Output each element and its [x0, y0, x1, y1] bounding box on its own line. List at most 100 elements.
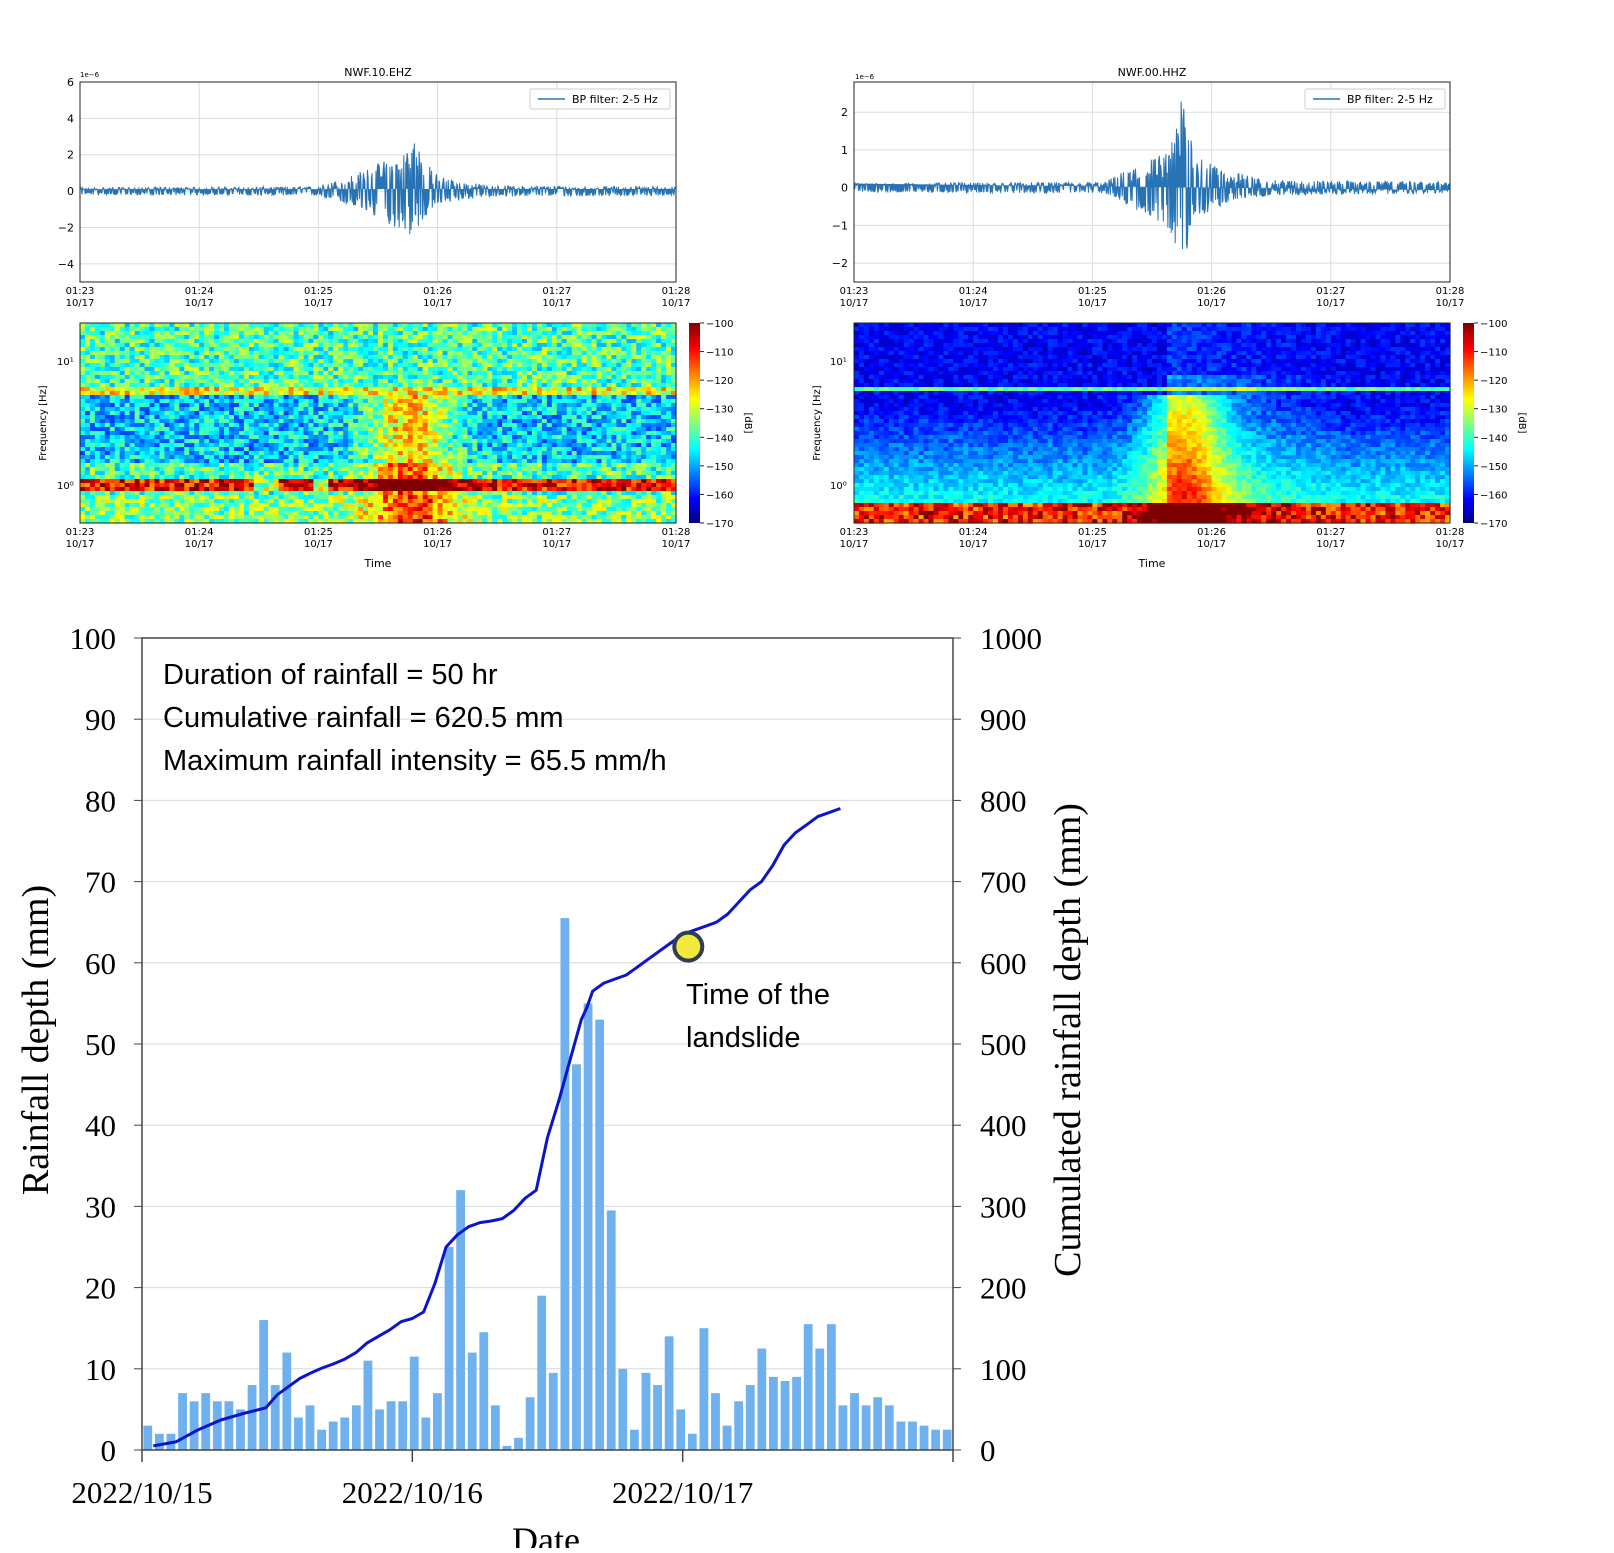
spectrogram-cell: [120, 515, 126, 520]
spectrogram-cell: [408, 439, 414, 444]
y-tick-label: 2: [67, 149, 74, 162]
spectrogram-cell: [363, 387, 369, 392]
spectrogram-cell: [299, 411, 305, 416]
spectrogram-cell: [209, 407, 215, 412]
spectrogram-cell: [169, 335, 175, 340]
spectrogram-cell: [373, 471, 379, 476]
spectrogram-cell: [353, 447, 359, 452]
spectrogram-cell: [264, 471, 270, 476]
spectrogram-cell: [214, 363, 220, 368]
spectrogram-cell: [184, 323, 190, 328]
spectrogram-cell: [194, 459, 200, 464]
spectrogram-cell: [502, 507, 508, 512]
spectrogram-cell: [239, 491, 245, 496]
spectrogram-cell: [557, 491, 563, 496]
spectrogram-cell: [507, 359, 513, 364]
spectrogram-cell: [368, 507, 374, 512]
spectrogram-cell: [125, 391, 131, 396]
spectrogram-cell: [169, 339, 175, 344]
spectrogram-cell: [363, 503, 369, 508]
spectrogram-cell: [507, 355, 513, 360]
spectrogram-cell: [169, 431, 175, 436]
spectrogram-cell: [115, 499, 121, 504]
spectrogram-cell: [249, 503, 255, 508]
spectrogram-cell: [199, 471, 205, 476]
spectrogram-cell: [358, 347, 364, 352]
spectrogram-cell: [457, 447, 463, 452]
spectrogram-cell: [448, 503, 454, 508]
spectrogram-cell: [552, 487, 558, 492]
spectrogram-cell: [522, 471, 528, 476]
spectrogram-cell: [135, 471, 141, 476]
spectrogram-cell: [120, 495, 126, 500]
spectrogram-cell: [120, 395, 126, 400]
spectrogram-cell: [378, 459, 384, 464]
spectrogram-cell: [179, 467, 185, 472]
spectrogram-cell: [264, 327, 270, 332]
spectrogram-cell: [542, 351, 548, 356]
spectrogram-cell: [289, 411, 295, 416]
spectrogram-cell: [308, 463, 314, 468]
spectrogram-cell: [204, 351, 210, 356]
spectrogram-cell: [562, 331, 568, 336]
spectrogram-cell: [338, 427, 344, 432]
spectrogram-cell: [527, 435, 533, 440]
spectrogram-cell: [547, 511, 553, 516]
spectrogram-cell: [189, 367, 195, 372]
spectrogram-cell: [448, 447, 454, 452]
spectrogram-cell: [150, 339, 156, 344]
spectrogram-cell: [373, 351, 379, 356]
spectrogram-cell: [299, 475, 305, 480]
spectrogram-cell: [477, 463, 483, 468]
spectrogram-cell: [90, 487, 96, 492]
spectrogram-cell: [517, 435, 523, 440]
spectrogram-cell: [398, 455, 404, 460]
spectrogram-cell: [313, 471, 319, 476]
spectrogram-cell: [169, 471, 175, 476]
spectrogram-cell: [378, 379, 384, 384]
spectrogram-cell: [239, 475, 245, 480]
spectrogram-cell: [264, 403, 270, 408]
spectrogram-cell: [438, 335, 444, 340]
spectrogram-cell: [90, 451, 96, 456]
spectrogram-cell: [443, 503, 449, 508]
spectrogram-cell: [383, 415, 389, 420]
spectrogram-cell: [353, 331, 359, 336]
spectrogram-cell: [199, 495, 205, 500]
spectrogram-cell: [323, 507, 329, 512]
spectrogram-cell: [497, 399, 503, 404]
spectrogram-cell: [542, 323, 548, 328]
spectrogram-cell: [557, 463, 563, 468]
spectrogram-cell: [125, 467, 131, 472]
spectrogram-cell: [542, 375, 548, 380]
spectrogram-cell: [289, 455, 295, 460]
spectrogram-cell: [562, 423, 568, 428]
spectrogram-cell: [373, 383, 379, 388]
spectrogram-cell: [418, 379, 424, 384]
spectrogram-cell: [462, 359, 468, 364]
spectrogram-cell: [155, 435, 161, 440]
spectrogram-cell: [254, 407, 260, 412]
spectrogram-cell: [254, 323, 260, 328]
spectrogram-cell: [557, 435, 563, 440]
spectrogram-cell: [557, 399, 563, 404]
spectrogram-cell: [492, 327, 498, 332]
spectrogram-cell: [383, 439, 389, 444]
spectrogram-cell: [304, 471, 310, 476]
spectrogram-cell: [343, 347, 349, 352]
spectrogram-cell: [448, 427, 454, 432]
spectrogram-cell: [462, 331, 468, 336]
spectrogram-cell: [174, 507, 180, 512]
spectrogram-cell: [492, 395, 498, 400]
spectrogram-cell: [294, 407, 300, 412]
spectrogram-cell: [328, 507, 334, 512]
spectrogram-cell: [388, 451, 394, 456]
spectrogram-cell: [269, 447, 275, 452]
spectrogram-cell: [423, 491, 429, 496]
spectrogram-cell: [85, 495, 91, 500]
spectrogram-cell: [174, 495, 180, 500]
spectrogram-cell: [547, 467, 553, 472]
spectrogram-cell: [433, 435, 439, 440]
spectrogram-cell: [174, 419, 180, 424]
spectrogram-cell: [110, 439, 116, 444]
